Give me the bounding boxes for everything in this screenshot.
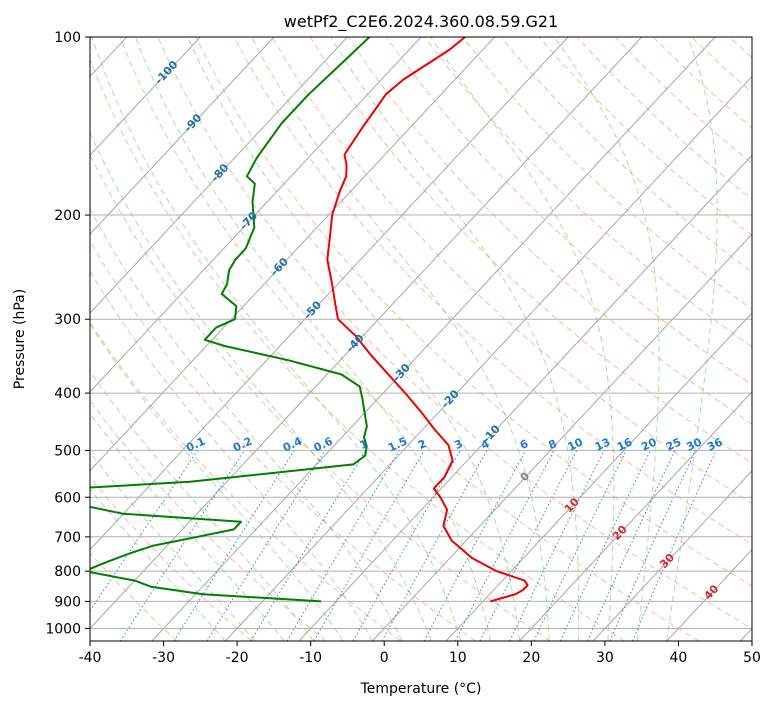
y-tick-label: 300 <box>54 312 81 328</box>
moist-adiabat <box>554 37 660 641</box>
moist-adiabat <box>429 37 615 641</box>
moist-adiabat <box>90 131 432 641</box>
mixing-ratio-label: 10 <box>566 435 586 453</box>
y-tick-label: 400 <box>54 386 81 402</box>
isotherm-line <box>225 75 752 641</box>
x-tick-label: -40 <box>79 650 102 666</box>
mixing-ratio-line <box>423 450 527 641</box>
y-tick-label: 600 <box>54 490 81 506</box>
mixing-ratio-line <box>119 450 245 641</box>
temperature-profile-line <box>326 37 529 603</box>
dry-adiabat <box>119 37 700 641</box>
moist-adiabat <box>666 37 718 641</box>
dry-adiabat <box>157 37 752 630</box>
x-tick-label: 30 <box>596 650 614 666</box>
moist-adiabat <box>90 207 403 641</box>
isotherm-line <box>90 37 495 472</box>
moist-adiabat <box>90 323 344 641</box>
y-tick-label: 200 <box>54 208 81 224</box>
moist-adiabat <box>91 37 462 641</box>
mixing-ratio-line <box>609 450 696 641</box>
isotherm-line <box>445 312 752 641</box>
x-tick-label: 20 <box>522 650 540 666</box>
mixing-ratio-line <box>90 450 199 612</box>
mixing-ratio-label: 36 <box>705 435 725 453</box>
mixing-ratio-label: 16 <box>615 435 635 453</box>
mixing-ratio-label: 13 <box>593 435 612 453</box>
isotherm-line <box>372 233 752 641</box>
isotherm-line <box>90 37 422 393</box>
isotherm-line <box>592 470 752 641</box>
y-tick-label: 700 <box>54 530 81 546</box>
y-tick-label: 800 <box>54 564 81 580</box>
y-tick-label: 900 <box>54 594 81 610</box>
mixing-ratio-label: 20 <box>639 435 659 453</box>
chart-title: wetPf2_C2E6.2024.360.08.59.G21 <box>284 12 558 32</box>
x-tick-label: 40 <box>670 650 688 666</box>
mixing-ratio-line <box>206 450 326 641</box>
y-axis-label: Pressure (hPa) <box>12 289 28 389</box>
dry-adiabat <box>90 552 178 641</box>
profile-series <box>90 37 529 603</box>
isotherm-line <box>90 37 348 314</box>
dry-adiabat <box>90 58 625 641</box>
dry-adiabat <box>768 37 775 641</box>
dry-adiabat <box>90 476 252 641</box>
mixing-ratio-line <box>632 450 717 641</box>
moist-adiabat <box>251 37 550 641</box>
x-axis-ticks: -40 -30 -20 -10 0 10 20 30 40 50 <box>79 641 761 666</box>
mixing-ratio-label: 25 <box>664 435 683 453</box>
chart-title-text: wetPf2_C2E6.2024.360.08.59.G21 <box>284 12 558 32</box>
isotherm-line <box>90 37 569 551</box>
dewpoint-profile-line <box>90 37 371 603</box>
dry-adiabat <box>90 153 551 641</box>
moist-adiabat <box>90 412 285 641</box>
moist-adiabat <box>330 37 580 641</box>
isotherm-line <box>519 391 752 641</box>
mixing-ratio-line <box>479 450 578 641</box>
isotherm-line <box>298 154 752 641</box>
mixing-ratio-line <box>352 450 461 641</box>
mixing-ratio-line <box>173 450 295 641</box>
x-tick-label: 0 <box>380 650 389 666</box>
plot-frame <box>89 36 753 642</box>
mixing-ratio-line <box>381 450 488 641</box>
dry-adiabat <box>90 240 476 641</box>
mixing-ratio-line <box>586 450 676 641</box>
x-tick-label: 50 <box>743 650 761 666</box>
y-axis-ticks: 100 200 300 400 500 600 700 800 900 1000 <box>45 30 90 637</box>
y-tick-label: 100 <box>54 30 81 46</box>
dry-adiabat <box>233 37 752 545</box>
moist-adiabat <box>187 37 521 641</box>
x-axis-label: Temperature (°C) <box>360 681 482 697</box>
isotherm-line <box>90 37 201 157</box>
x-tick-label: -30 <box>152 650 175 666</box>
dry-adiabat <box>271 37 752 505</box>
mixing-ratio-label: 30 <box>684 435 704 453</box>
x-tick-label: -20 <box>226 650 249 666</box>
x-tick-label: 10 <box>449 650 467 666</box>
isotherm-line <box>90 37 643 630</box>
isotherm-line <box>151 37 716 641</box>
y-tick-label: 1000 <box>45 621 81 637</box>
mixing-ratio-line <box>509 450 605 641</box>
y-tick-label: 500 <box>54 443 81 459</box>
x-tick-label: -10 <box>299 650 322 666</box>
moist-adiabat <box>90 270 373 641</box>
isotherm-line <box>90 37 275 235</box>
dry-adiabat <box>462 37 752 310</box>
dry-adiabat <box>195 37 752 587</box>
